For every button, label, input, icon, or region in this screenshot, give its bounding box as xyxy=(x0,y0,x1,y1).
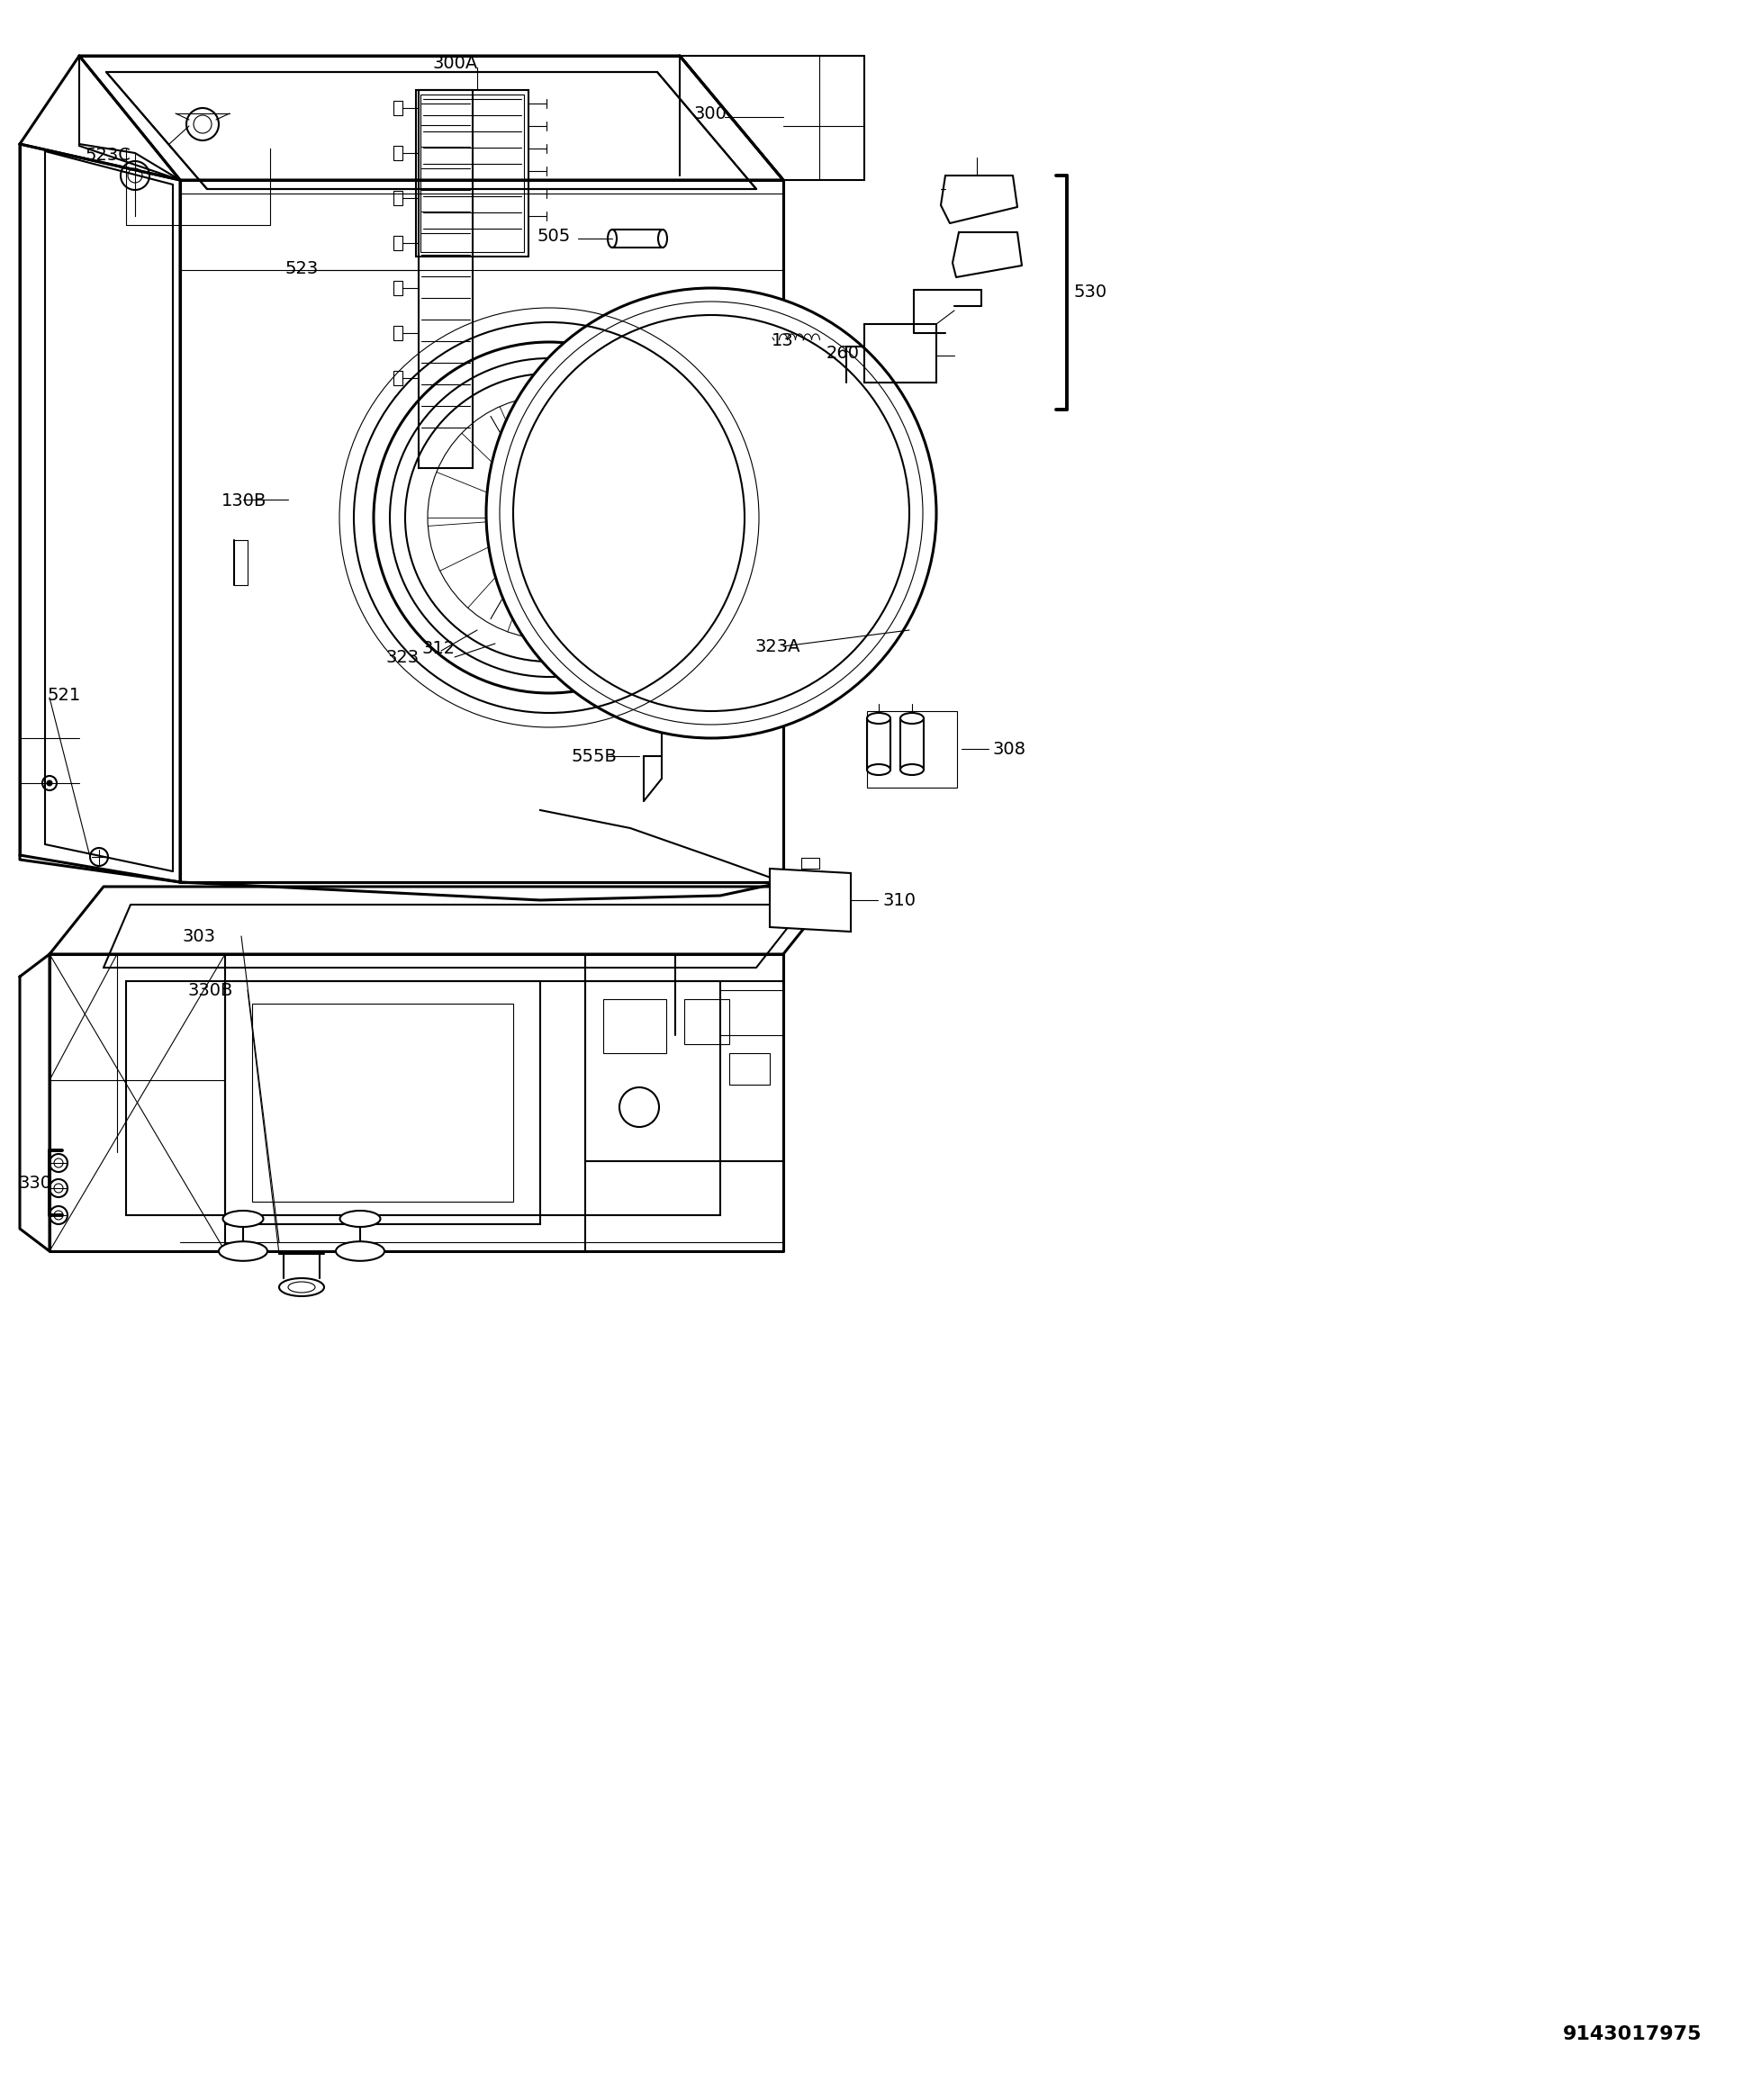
Bar xyxy=(419,90,473,468)
Text: 310: 310 xyxy=(883,892,916,909)
Text: 323: 323 xyxy=(385,649,419,666)
Bar xyxy=(126,981,720,1216)
Bar xyxy=(415,90,529,256)
Polygon shape xyxy=(79,57,783,181)
Text: 530: 530 xyxy=(1074,284,1107,300)
Text: 300: 300 xyxy=(694,105,727,124)
Polygon shape xyxy=(19,145,180,882)
Bar xyxy=(394,235,403,250)
Polygon shape xyxy=(769,869,851,932)
Text: 555B: 555B xyxy=(571,748,617,764)
Bar xyxy=(420,94,524,252)
Polygon shape xyxy=(19,145,279,859)
Text: 308: 308 xyxy=(993,741,1027,758)
Ellipse shape xyxy=(608,229,617,248)
Circle shape xyxy=(485,288,936,737)
Bar xyxy=(252,1004,513,1201)
Bar xyxy=(394,326,403,340)
Ellipse shape xyxy=(659,229,668,248)
Bar xyxy=(867,712,957,788)
Polygon shape xyxy=(180,181,783,882)
Text: 303: 303 xyxy=(182,928,215,945)
Bar xyxy=(585,981,783,1161)
Circle shape xyxy=(47,781,53,785)
Text: 260: 260 xyxy=(827,344,860,361)
Text: 505: 505 xyxy=(536,229,569,246)
Text: 523C: 523C xyxy=(86,147,131,164)
Bar xyxy=(685,1000,729,1044)
Text: 323A: 323A xyxy=(755,638,801,655)
Bar xyxy=(394,145,403,160)
Ellipse shape xyxy=(901,712,923,724)
Text: 9143017975: 9143017975 xyxy=(1563,2024,1701,2043)
Ellipse shape xyxy=(223,1212,263,1226)
Ellipse shape xyxy=(867,712,890,724)
Bar xyxy=(394,191,403,206)
Text: 130B: 130B xyxy=(221,491,266,508)
Ellipse shape xyxy=(336,1241,384,1260)
Bar xyxy=(394,101,403,115)
Text: 521: 521 xyxy=(47,687,81,704)
Text: 300A: 300A xyxy=(433,55,477,71)
Ellipse shape xyxy=(219,1241,268,1260)
Bar xyxy=(394,372,403,384)
Bar xyxy=(603,1000,666,1054)
Ellipse shape xyxy=(867,764,890,775)
Bar xyxy=(394,281,403,296)
Ellipse shape xyxy=(340,1212,380,1226)
Text: 13: 13 xyxy=(771,332,794,349)
Polygon shape xyxy=(49,953,846,1252)
Bar xyxy=(864,323,936,382)
Bar xyxy=(729,1054,769,1086)
Ellipse shape xyxy=(901,764,923,775)
Bar xyxy=(224,981,540,1224)
Text: 312: 312 xyxy=(420,640,456,657)
Text: 330: 330 xyxy=(18,1174,51,1191)
Ellipse shape xyxy=(279,1279,324,1296)
Text: 523: 523 xyxy=(284,260,319,277)
Text: 330B: 330B xyxy=(187,981,233,1000)
